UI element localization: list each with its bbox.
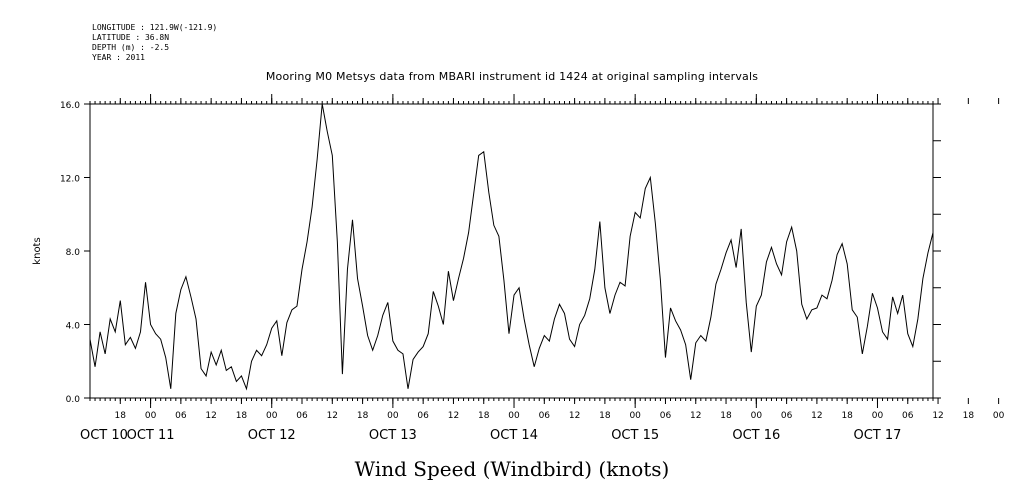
x-day-label: OCT 13 (369, 428, 417, 443)
x-tick-label: 06 (539, 411, 551, 421)
metadata-line: LATITUDE : 36.8N (92, 33, 169, 42)
x-tick-label: 12 (569, 411, 580, 421)
y-axis: 0.0 4.0 8.0 12.0 16.0 (60, 101, 941, 405)
x-axis: 18 00 06 12 18 00 06 12 18 00 06 12 18 00 06 12 18 00 06 12… (80, 94, 1005, 443)
x-axis-title: Wind Speed (Windbird) (knots) (355, 457, 670, 481)
x-tick-label: 06 (175, 411, 187, 421)
metadata-line: LONGITUDE : 121.9W(-121.9) (92, 23, 217, 32)
x-tick-label: 18 (478, 411, 490, 421)
x-tick-label: 18 (236, 411, 248, 421)
plot-frame (89, 103, 934, 399)
x-tick-label: 00 (508, 411, 520, 421)
x-tick-label: 18 (599, 411, 611, 421)
chart-title: Mooring M0 Metsys data from MBARI instru… (266, 70, 758, 83)
x-tick-label: 00 (751, 411, 763, 421)
x-tick-label: 06 (296, 411, 308, 421)
x-tick-label: 00 (387, 411, 399, 421)
x-tick-label: 12 (327, 411, 338, 421)
x-tick-label: 00 (629, 411, 641, 421)
x-tick-label: 12 (448, 411, 459, 421)
x-tick-label: 06 (781, 411, 793, 421)
x-day-label: OCT 14 (490, 428, 538, 443)
x-tick-label: 06 (660, 411, 672, 421)
x-tick-label: 12 (811, 411, 822, 421)
x-day-label: OCT 12 (248, 428, 296, 443)
x-tick-label: 12 (205, 411, 216, 421)
y-tick-label: 16.0 (60, 101, 80, 111)
y-tick-label: 8.0 (66, 248, 81, 258)
metadata-block: LONGITUDE : 121.9W(-121.9) LATITUDE : 36… (92, 23, 217, 62)
x-tick-label: 06 (902, 411, 914, 421)
x-tick-label: 06 (417, 411, 429, 421)
y-axis-label: knots (32, 237, 43, 264)
series-line (89, 103, 934, 391)
x-tick-label: 18 (963, 411, 975, 421)
x-tick-label: 00 (145, 411, 157, 421)
x-day-label: OCT 15 (611, 428, 659, 443)
metadata-line: YEAR : 2011 (92, 53, 145, 62)
x-tick-label: 18 (841, 411, 853, 421)
x-tick-label: 00 (872, 411, 884, 421)
x-tick-label: 00 (266, 411, 278, 421)
x-tick-label: 12 (690, 411, 701, 421)
y-tick-label: 12.0 (60, 175, 80, 185)
x-day-label: OCT 17 (854, 428, 902, 443)
x-tick-label: 18 (115, 411, 127, 421)
x-tick-label: 18 (720, 411, 732, 421)
y-tick-label: 0.0 (66, 395, 81, 405)
x-day-label: OCT 10 (80, 428, 128, 443)
x-tick-label: 12 (932, 411, 943, 421)
y-tick-label: 4.0 (66, 322, 81, 332)
metadata-line: DEPTH (m) : -2.5 (92, 43, 169, 52)
x-tick-label: 18 (357, 411, 369, 421)
x-day-label: OCT 16 (732, 428, 780, 443)
x-tick-label: 00 (993, 411, 1005, 421)
x-day-label: OCT 11 (127, 428, 175, 443)
